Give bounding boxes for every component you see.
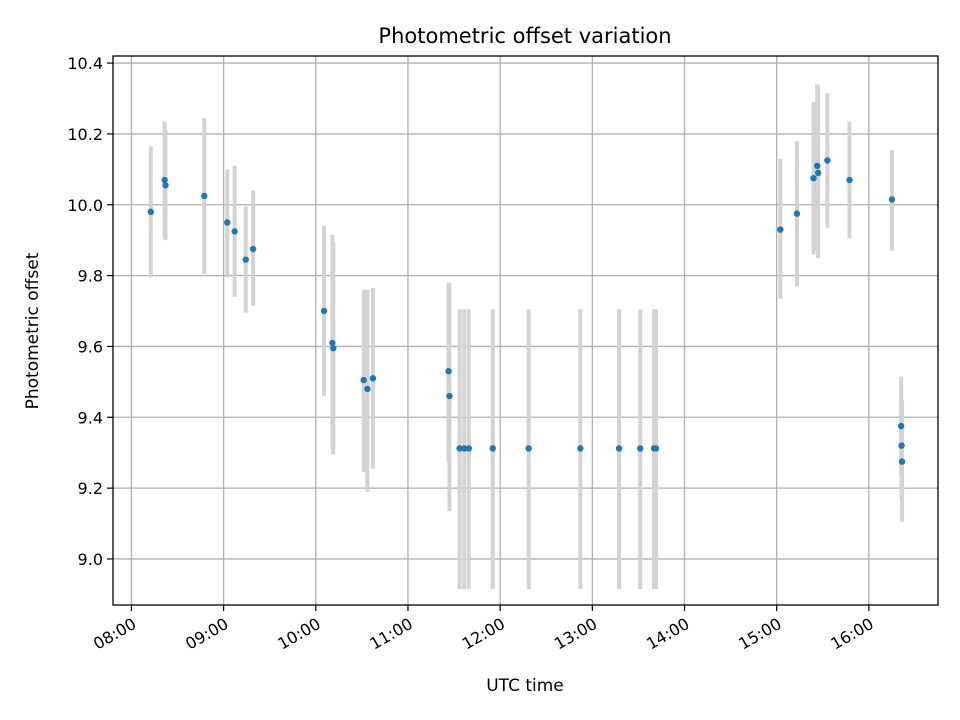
data-point (364, 385, 371, 393)
data-point (637, 445, 644, 452)
data-point (465, 445, 473, 452)
y-tick-label: 9.2 (78, 479, 103, 498)
y-tick-label: 10.2 (67, 125, 103, 144)
plot-area-frame (112, 55, 939, 606)
y-tick-label: 9.0 (78, 550, 103, 569)
data-point (577, 445, 584, 452)
data-point (360, 376, 367, 384)
data-point (329, 339, 336, 347)
data-point (898, 458, 906, 465)
data-point (320, 307, 328, 315)
data-point (242, 256, 249, 263)
data-point (810, 174, 817, 182)
data-points (147, 157, 906, 465)
data-point (201, 192, 208, 200)
data-point (161, 176, 168, 184)
data-point (224, 219, 231, 226)
y-tick-label: 10.4 (67, 54, 103, 73)
data-point (888, 196, 896, 203)
data-point (446, 392, 453, 400)
y-axis-label: Photometric offset (23, 252, 43, 409)
y-tick-label: 9.8 (78, 267, 103, 286)
data-point (445, 368, 452, 375)
y-tick-label: 9.6 (78, 337, 103, 356)
y-axis-ticks: 9.0 9.2 9.4 9.6 9.8 10.0 10.2 10.4 (67, 54, 113, 569)
data-point (249, 245, 257, 253)
data-point (814, 162, 821, 169)
data-point (898, 442, 905, 449)
data-point (897, 422, 905, 430)
data-point (147, 208, 154, 216)
y-tick-label: 10.0 (67, 196, 103, 215)
y-tick-label: 9.4 (78, 408, 103, 427)
data-point (489, 445, 496, 452)
data-point (456, 445, 463, 452)
grid-lines (113, 56, 938, 605)
data-point (231, 228, 238, 235)
data-point (652, 445, 660, 452)
data-point (793, 210, 801, 217)
data-point (824, 157, 831, 164)
data-point (846, 176, 853, 184)
data-point (777, 226, 784, 233)
x-axis-label: UTC time (486, 676, 564, 696)
data-point (615, 445, 623, 452)
chart-title: Photometric offset variation (378, 24, 671, 48)
data-point (525, 445, 532, 452)
data-point (330, 345, 337, 352)
data-point (369, 375, 377, 382)
data-point (162, 182, 169, 189)
data-point (814, 169, 822, 177)
data-point (461, 445, 468, 452)
